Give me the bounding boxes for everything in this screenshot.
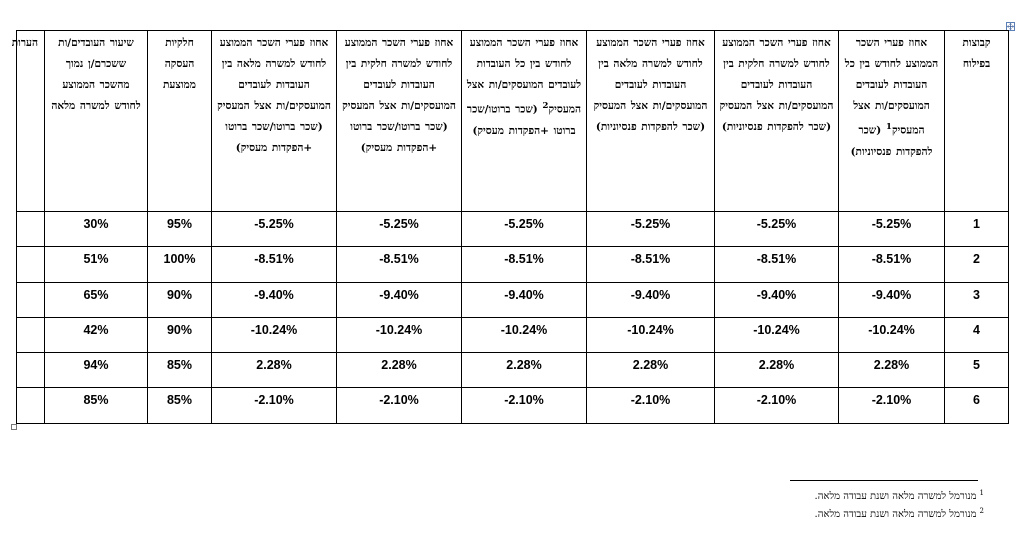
header-avg-part-gross: אחוז פערי השכר הממוצע לחודש למשרה חלקית …: [336, 30, 462, 212]
cell-avg-all-gross[interactable]: -10.24%: [461, 316, 587, 354]
cell-notes[interactable]: [16, 352, 45, 389]
cell-notes[interactable]: [16, 387, 45, 424]
table-row: 6 -2.10% -2.10% -2.10% -2.10% -2.10% -2.10% 85%…: [16, 387, 1009, 424]
cell-employment-share[interactable]: 85%: [147, 352, 212, 389]
header-avg-all-gross: אחוז פערי השכר הממוצע לחודש בין כל העובד…: [461, 30, 587, 212]
cell-avg-all-gross[interactable]: -2.10%: [461, 387, 587, 424]
cell-avg-all-gross[interactable]: -8.51%: [461, 246, 587, 283]
cell-avg-part-gross[interactable]: -2.10%: [336, 387, 462, 424]
cell-avg-full-time[interactable]: 2.28%: [586, 352, 715, 389]
cell-employment-share[interactable]: 85%: [147, 387, 212, 424]
cell-avg-full-gross[interactable]: -2.10%: [211, 387, 337, 424]
cell-avg-full-time[interactable]: -8.51%: [586, 246, 715, 283]
cell-avg-full-gross[interactable]: -10.24%: [211, 316, 337, 354]
cell-notes[interactable]: [16, 210, 45, 248]
cell-avg-part-time[interactable]: -8.51%: [714, 246, 839, 283]
cell-avg-part-time[interactable]: -9.40%: [714, 281, 839, 318]
cell-avg-full-time[interactable]: -9.40%: [586, 281, 715, 318]
header-avg-part-time: אחוז פערי השכר הממוצע לחודש למשרה חלקית …: [714, 30, 839, 212]
cell-avg-all-employees[interactable]: -10.24%: [838, 316, 945, 354]
cell-avg-part-time[interactable]: 2.28%: [714, 352, 839, 389]
cell-avg-part-gross[interactable]: -5.25%: [336, 210, 462, 248]
cell-avg-full-time[interactable]: -10.24%: [586, 316, 715, 354]
cell-avg-all-employees[interactable]: -2.10%: [838, 387, 945, 424]
cell-avg-all-employees[interactable]: -9.40%: [838, 281, 945, 318]
cell-employment-share[interactable]: 95%: [147, 210, 212, 248]
cell-below-avg-rate[interactable]: 51%: [44, 246, 148, 283]
cell-avg-full-time[interactable]: -5.25%: [586, 210, 715, 248]
cell-below-avg-rate[interactable]: 85%: [44, 387, 148, 424]
table-row: 1 -5.25% -5.25% -5.25% -5.25% -5.25% -5.25% 95%…: [16, 210, 1009, 248]
cell-avg-full-gross[interactable]: -8.51%: [211, 246, 337, 283]
cell-avg-all-gross[interactable]: -5.25%: [461, 210, 587, 248]
footnote-ref-2[interactable]: 2: [542, 101, 549, 111]
header-row: קבוצות בפילוח אחוז פערי השכר הממוצע לחוד…: [12, 30, 1009, 212]
cell-notes[interactable]: [16, 281, 45, 318]
header-avg-full-gross: אחוז פערי השכר הממוצע לחודש למשרה מלאה ב…: [211, 30, 337, 212]
footnote-1: 1מנורמל למשרה מלאה ושנת עבודה מלאה.: [814, 489, 984, 502]
cell-employment-share[interactable]: 90%: [147, 281, 212, 318]
cell-below-avg-rate[interactable]: 30%: [44, 210, 148, 248]
header-notes: הערות: [12, 30, 45, 212]
footnote-2: 2מנורמל למשרה מלאה ושנת עבודה מלאה.: [814, 507, 984, 520]
cell-avg-part-time[interactable]: -5.25%: [714, 210, 839, 248]
cell-group[interactable]: 5: [944, 352, 1009, 389]
cell-avg-full-gross[interactable]: -9.40%: [211, 281, 337, 318]
table-row: 2 -8.51% -8.51% -8.51% -8.51% -8.51% -8.51% 100…: [16, 246, 1009, 283]
cell-avg-full-time[interactable]: -2.10%: [586, 387, 715, 424]
header-avg-all-employees: אחוז פערי השכר הממוצע לחודש בין כל העובד…: [838, 30, 945, 212]
cell-below-avg-rate[interactable]: 42%: [44, 316, 148, 354]
cell-below-avg-rate[interactable]: 65%: [44, 281, 148, 318]
cell-group[interactable]: 6: [944, 387, 1009, 424]
cell-avg-part-gross[interactable]: 2.28%: [336, 352, 462, 389]
cell-avg-all-gross[interactable]: -9.40%: [461, 281, 587, 318]
footnote-separator: [790, 480, 978, 481]
cell-avg-part-gross[interactable]: -8.51%: [336, 246, 462, 283]
cell-group[interactable]: 3: [944, 281, 1009, 318]
cell-notes[interactable]: [16, 316, 45, 354]
table-resize-handle-icon[interactable]: [11, 424, 17, 430]
cell-avg-part-gross[interactable]: -10.24%: [336, 316, 462, 354]
header-group: קבוצות בפילוח: [944, 30, 1009, 212]
cell-avg-full-gross[interactable]: -5.25%: [211, 210, 337, 248]
cell-group[interactable]: 2: [944, 246, 1009, 283]
cell-avg-all-employees[interactable]: -5.25%: [838, 210, 945, 248]
cell-avg-part-time[interactable]: -2.10%: [714, 387, 839, 424]
cell-employment-share[interactable]: 90%: [147, 316, 212, 354]
table-row: 5 2.28% 2.28% 2.28% 2.28% 2.28% 2.28% 85% 94%: [16, 352, 1009, 389]
cell-avg-part-gross[interactable]: -9.40%: [336, 281, 462, 318]
table-move-handle-icon[interactable]: [1006, 22, 1015, 31]
header-avg-full-time: אחוז פערי השכר הממוצע לחודש למשרה מלאה ב…: [586, 30, 715, 212]
footnotes: 1מנורמל למשרה מלאה ושנת עבודה מלאה. 2מנו…: [815, 486, 984, 522]
cell-avg-all-employees[interactable]: 2.28%: [838, 352, 945, 389]
table-row: 4 -10.24% -10.24% -10.24% -10.24% -10.24% -10.…: [16, 316, 1009, 354]
cell-below-avg-rate[interactable]: 94%: [44, 352, 148, 389]
header-below-avg-rate: שיעור העובדים/ות ששכרם/ן נמוך מהשכר הממו…: [44, 30, 148, 212]
cell-avg-part-time[interactable]: -10.24%: [714, 316, 839, 354]
cell-avg-all-employees[interactable]: -8.51%: [838, 246, 945, 283]
cell-avg-all-gross[interactable]: 2.28%: [461, 352, 587, 389]
cell-group[interactable]: 4: [944, 316, 1009, 354]
cell-notes[interactable]: [16, 246, 45, 283]
cell-group[interactable]: 1: [944, 210, 1009, 248]
footnote-ref-1[interactable]: 1: [885, 122, 892, 132]
cell-avg-full-gross[interactable]: 2.28%: [211, 352, 337, 389]
header-employment-share: חלקיות העסקה ממוצעת: [147, 30, 212, 212]
cell-employment-share[interactable]: 100%: [147, 246, 212, 283]
pay-gap-table: קבוצות בפילוח אחוז פערי השכר הממוצע לחוד…: [12, 30, 1009, 424]
table-row: 3 -9.40% -9.40% -9.40% -9.40% -9.40% -9.40% 90%…: [16, 281, 1009, 318]
